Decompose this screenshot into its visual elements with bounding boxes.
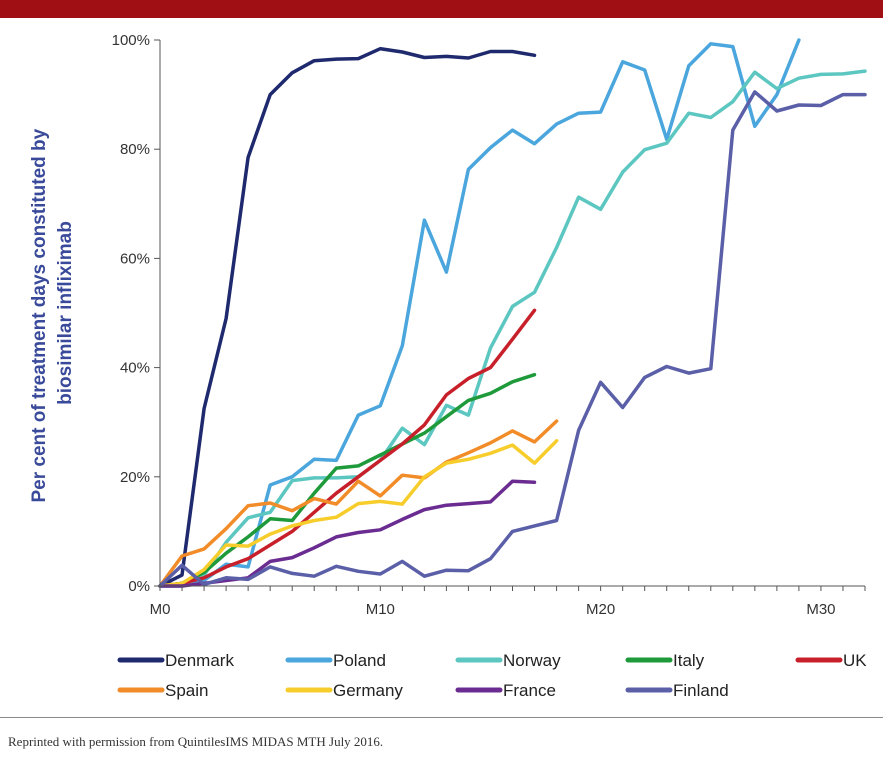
series-line-spain (158, 419, 559, 588)
plot-lines (158, 38, 867, 588)
y-tick-label: 40% (120, 360, 150, 377)
legend-item-germany: Germany (285, 681, 403, 700)
x-tick-label: M30 (806, 601, 835, 618)
legend-label: France (503, 681, 556, 700)
header-bar (0, 0, 883, 18)
y-tick-label: 80% (120, 141, 150, 158)
series-line-uk (158, 308, 537, 588)
legend-item-france: France (455, 681, 556, 700)
legend-item-spain: Spain (117, 681, 208, 700)
legend-label: Poland (333, 651, 386, 670)
axes: 0% 20% 40% 60% 80% 100% M0 M10 M20 M30 (112, 32, 866, 618)
y-axis-title: Per cent of treatment days constituted b… (29, 123, 76, 502)
x-tick-label: M20 (586, 601, 615, 618)
legend-label: Italy (673, 651, 705, 670)
legend-label: Finland (673, 681, 729, 700)
x-tick-label: M0 (150, 601, 171, 618)
x-tick-label: M10 (366, 601, 395, 618)
series-line-poland (158, 38, 801, 588)
legend-label: UK (843, 651, 867, 670)
y-axis-title-line-2: biosimilar infliximab (55, 221, 76, 405)
legend-item-uk: UK (795, 651, 867, 670)
legend-item-denmark: Denmark (117, 651, 234, 670)
legend: Denmark Poland Norway Italy UK Spain Germany Fr… (117, 651, 867, 700)
legend-label: Denmark (165, 651, 234, 670)
series-line-denmark (158, 46, 537, 588)
legend-label: Norway (503, 651, 561, 670)
y-tick-label: 100% (112, 32, 150, 49)
footnote: Reprinted with permission from Quintiles… (8, 734, 384, 749)
legend-label: Spain (165, 681, 208, 700)
y-axis-title-line-1: Per cent of treatment days constituted b… (29, 128, 50, 502)
series-line-france (158, 479, 537, 588)
series-line-germany (158, 439, 559, 588)
legend-item-poland: Poland (285, 651, 386, 670)
y-tick-label: 0% (128, 578, 150, 595)
legend-item-finland: Finland (625, 681, 729, 700)
legend-label: Germany (333, 681, 403, 700)
footnote-divider (0, 717, 883, 718)
series-line-italy (158, 372, 537, 588)
line-chart: 0% 20% 40% 60% 80% 100% M0 M10 M20 M30 Denmark Pol… (29, 32, 867, 700)
y-tick-label: 60% (120, 250, 150, 267)
legend-item-norway: Norway (455, 651, 561, 670)
series-line-norway (158, 69, 867, 588)
y-tick-label: 20% (120, 469, 150, 486)
legend-item-italy: Italy (625, 651, 705, 670)
series-line-finland (158, 90, 867, 588)
